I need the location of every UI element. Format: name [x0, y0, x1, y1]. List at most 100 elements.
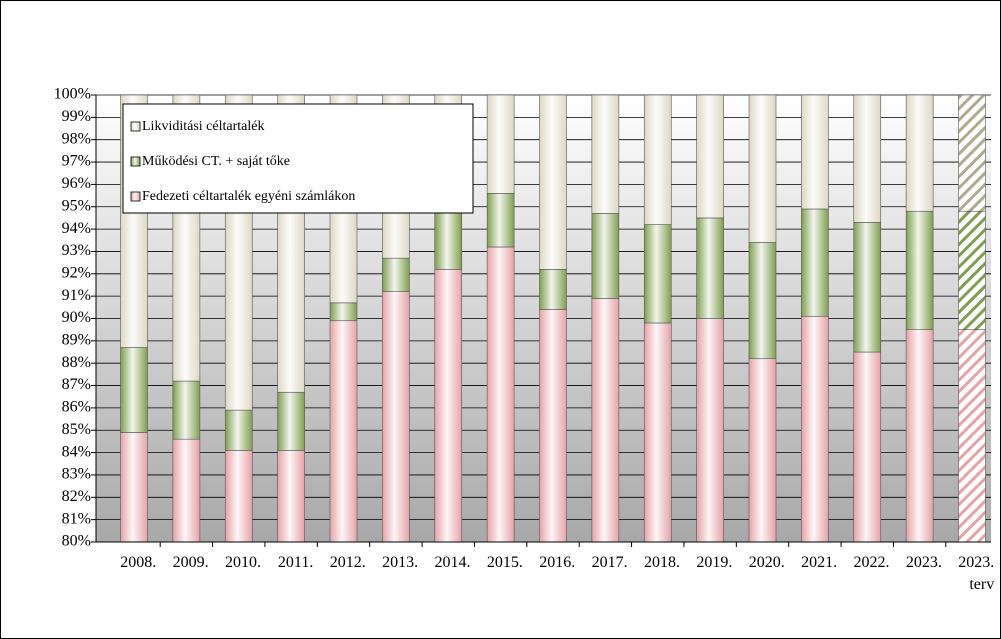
bar-segment: [120, 432, 148, 542]
legend-swatch: [130, 156, 141, 167]
bar-segment: [696, 95, 724, 219]
x-tick-label: 2022.: [853, 554, 890, 571]
y-tick-label: 97%: [62, 153, 91, 170]
y-tick-label: 91%: [62, 287, 91, 304]
x-label-box: 2017.: [591, 554, 628, 571]
x-tick-label: 2014.: [434, 554, 471, 571]
y-tick-label: 89%: [62, 332, 91, 349]
bar-segment: [120, 347, 148, 433]
x-tick-label: 2010.: [224, 554, 261, 571]
y-tick-label: 85%: [62, 421, 91, 438]
bar-segment: [801, 315, 829, 542]
bar-segment: [434, 210, 463, 270]
x-tick-label: 2018.: [643, 554, 680, 571]
bar-segment: [748, 358, 777, 542]
legend-label: Működési CT. + saját tőke: [142, 154, 290, 169]
y-tick-label: 86%: [62, 399, 91, 416]
bar-segment: [486, 95, 515, 194]
bar-segment: [853, 95, 882, 223]
bar-segment: [905, 329, 934, 542]
bar-segment: [591, 95, 620, 214]
bar-segment: [172, 380, 201, 440]
bar-segment: [696, 217, 724, 319]
legend-label: Likviditási céltartalék: [142, 119, 264, 134]
bar-segment: [958, 329, 986, 542]
bar-segment: [591, 213, 620, 299]
bar-segment: [539, 309, 567, 542]
bar-segment: [801, 208, 829, 317]
y-tick-label: 98%: [62, 130, 91, 147]
x-tick-label: 2009.: [172, 554, 209, 571]
bar-segment: [748, 95, 777, 243]
bar-segment: [224, 409, 253, 451]
bar-segment: [277, 450, 305, 542]
x-tick-label: 2012.: [329, 554, 366, 571]
x-label-box: 2014.: [434, 554, 471, 571]
x-label-box: 2023.: [905, 554, 942, 571]
x-label-box: 2020.: [749, 554, 785, 571]
bar-segment: [224, 450, 253, 542]
bar-segment: [434, 269, 463, 542]
x-tick-label: 2019.: [696, 554, 733, 571]
bar-segment: [748, 242, 777, 360]
bar-segment: [329, 302, 358, 322]
bar-segment: [382, 257, 410, 292]
bar-segment: [853, 351, 882, 542]
x-label-box: 2010.: [224, 554, 261, 571]
bar-segment: [958, 95, 986, 212]
bar-segment: [905, 95, 934, 212]
bar-segment: [591, 298, 620, 542]
bar-segment: [486, 193, 515, 248]
y-tick-label: 80%: [62, 533, 91, 550]
bar-segment: [801, 95, 829, 210]
bar-segment: [329, 320, 358, 542]
x-tick-label: 2015.: [486, 554, 523, 571]
x-label-box: 2018.: [643, 554, 680, 571]
x-label-box: 2019.: [696, 554, 733, 571]
bar-segment: [643, 224, 672, 324]
x-label-box: 2021.: [801, 554, 838, 571]
bar-segment: [643, 95, 672, 225]
y-tick-label: 82%: [62, 488, 91, 505]
bar-segment: [277, 391, 305, 451]
x-label-box: 2013.: [382, 554, 419, 571]
bar-segment: [958, 210, 986, 330]
legend-swatch: [130, 121, 141, 132]
y-tick-label: 87%: [62, 376, 91, 393]
y-tick-label: 92%: [62, 264, 91, 281]
x-tick-label: 2023.: [905, 554, 942, 571]
legend-swatch: [130, 191, 141, 202]
y-tick-label: 81%: [62, 510, 91, 527]
bar-segment: [486, 246, 515, 542]
legend-label: Fedezeti céltartalék egyéni számlákon: [142, 189, 355, 204]
y-tick-label: 84%: [62, 443, 91, 460]
bar-segment: [905, 210, 934, 330]
y-tick-label: 90%: [62, 309, 91, 326]
x-label-box: 2012.: [329, 554, 366, 571]
y-tick-label: 94%: [62, 220, 91, 237]
y-tick-label: 95%: [62, 197, 91, 214]
x-tick-label: 2016.: [539, 554, 576, 571]
bar-segment: [539, 95, 567, 270]
x-label-box: 2016.: [539, 554, 576, 571]
y-tick-label: 99%: [62, 108, 91, 125]
bar-segment: [382, 291, 410, 542]
x-label-box: 2023. terv: [958, 554, 994, 593]
y-tick-label: 93%: [62, 242, 91, 259]
bar-segment: [853, 222, 882, 353]
y-tick-label: 100%: [54, 86, 91, 103]
y-tick-label: 88%: [62, 354, 91, 371]
x-tick-label: 2017.: [591, 554, 628, 571]
bar-segment: [696, 318, 724, 542]
bar-segment: [172, 438, 201, 542]
x-label-box: 2022.: [853, 554, 890, 571]
x-tick-label: 2011.: [277, 554, 314, 571]
y-tick-label: 83%: [62, 466, 91, 483]
x-tick-label: 2021.: [801, 554, 838, 571]
x-label-box: 2011.: [277, 554, 314, 571]
x-tick-label: 2013.: [382, 554, 419, 571]
x-label-box: 2008.: [120, 554, 157, 571]
x-tick-label: 2008.: [120, 554, 157, 571]
